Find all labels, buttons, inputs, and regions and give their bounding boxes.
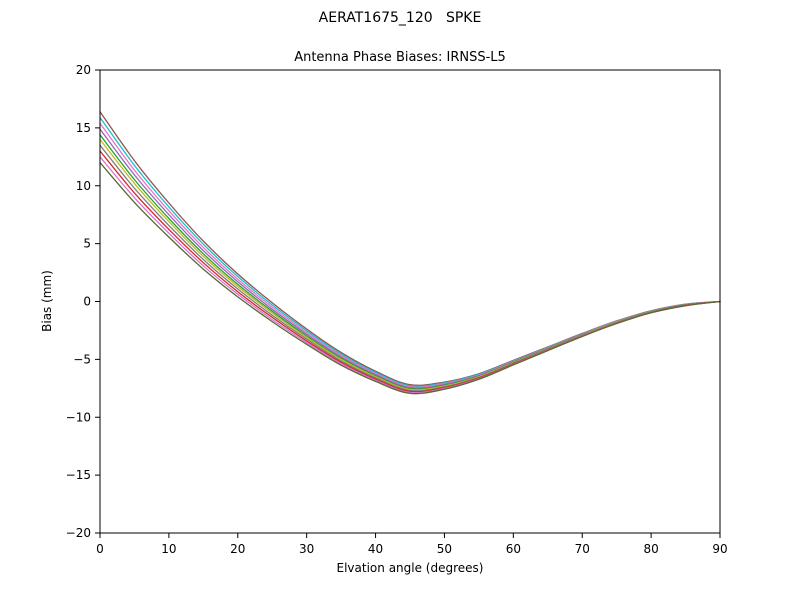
series-line-curve-10: [99, 161, 721, 395]
y-tick-label: 10: [76, 179, 91, 193]
chart-subtitle: Antenna Phase Biases: IRNSS-L5: [294, 50, 506, 65]
y-axis-label: Bias (mm): [40, 270, 54, 332]
x-tick-label: 40: [368, 542, 383, 556]
x-tick-label: 90: [712, 542, 727, 556]
x-tick-label: 20: [230, 542, 245, 556]
series-line-curve-03: [99, 122, 721, 388]
x-tick-label: 70: [575, 542, 590, 556]
series-line-curve-05: [99, 134, 721, 390]
x-tick-label: 10: [161, 542, 176, 556]
series-line-curve-07: [99, 144, 721, 392]
x-tick-label: 50: [437, 542, 452, 556]
series-line-curve-08: [99, 150, 721, 393]
series-line-curve-04: [99, 128, 721, 389]
series-line-curve-09: [99, 156, 721, 394]
axes-box: [99, 69, 721, 534]
series-line-curve-06: [99, 138, 721, 391]
x-tick-label: 0: [96, 542, 104, 556]
y-tick-label: 15: [76, 121, 91, 135]
chart-title: AERAT1675_120 SPKE: [318, 10, 482, 26]
x-tick-label: 80: [643, 542, 658, 556]
y-tick-label: −15: [66, 468, 91, 482]
y-tick-label: 5: [83, 237, 91, 251]
series-line-curve-01: [99, 111, 721, 386]
x-tick-label: 30: [299, 542, 314, 556]
x-axis-label: Elvation angle (degrees): [336, 561, 484, 575]
x-tick-label: 60: [506, 542, 521, 556]
y-tick-label: −20: [66, 526, 91, 540]
y-tick-label: −5: [73, 352, 91, 366]
y-tick-label: −10: [66, 410, 91, 424]
y-tick-label: 0: [83, 295, 91, 309]
y-tick-label: 20: [76, 63, 91, 77]
series-line-curve-02: [99, 116, 721, 387]
